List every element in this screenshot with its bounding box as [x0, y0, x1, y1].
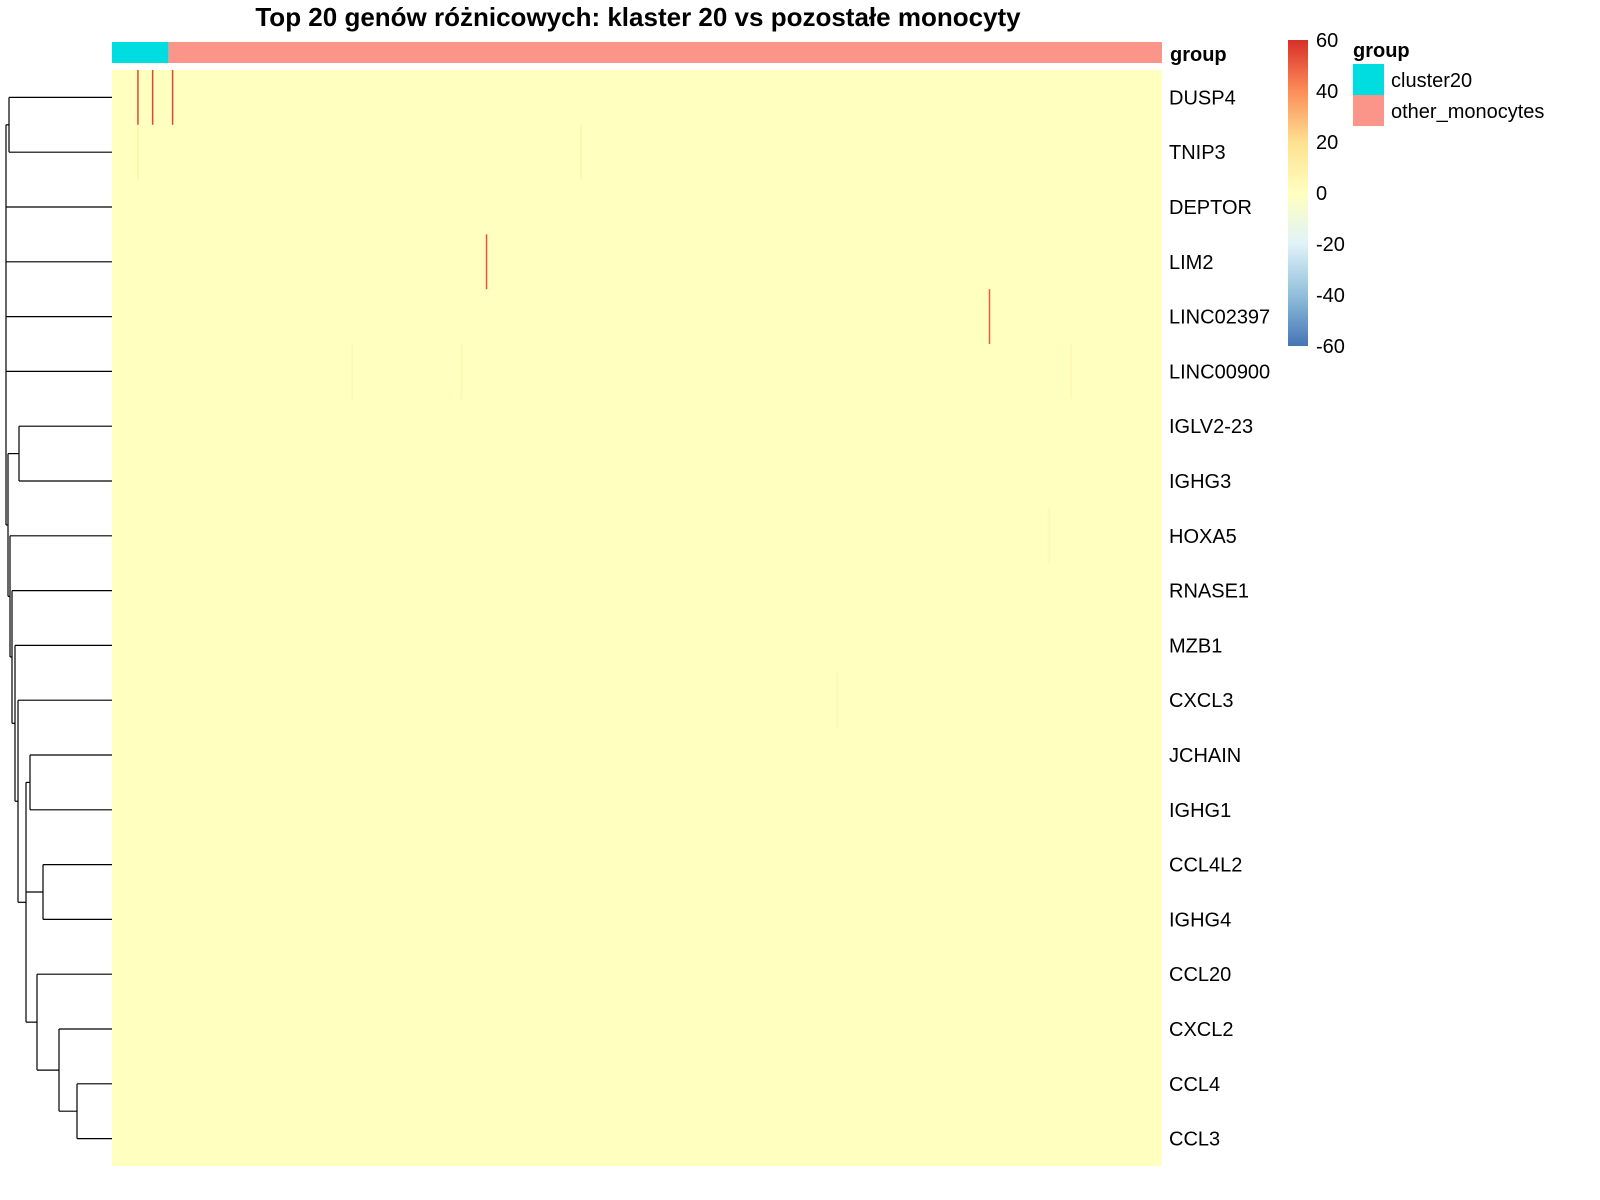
- group-legend-label-cluster20: cluster20: [1391, 70, 1472, 92]
- row-label-ighg1: IGHG1: [1169, 800, 1231, 822]
- group-legend-swatch-other_monocytes: [1353, 95, 1384, 126]
- chart-title: Top 20 genów różnicowych: klaster 20 vs …: [255, 2, 1021, 32]
- row-label-ccl3: CCL3: [1169, 1129, 1220, 1151]
- heatmap-cell-linc00900-9: [1070, 344, 1073, 399]
- annotation-segment-other_monocytes: [168, 42, 1162, 63]
- heatmap-body: [112, 70, 1162, 1166]
- heatmap-cell-linc02397-6: [988, 289, 991, 344]
- row-label-jchain: JCHAIN: [1169, 745, 1241, 767]
- color-scale-bar: [1288, 40, 1308, 346]
- row-label-ccl20: CCL20: [1169, 964, 1231, 986]
- row-label-ccl4l2: CCL4L2: [1169, 855, 1242, 877]
- color-scale-legend: 60 40 20 0 -20 -40 -60: [1288, 30, 1345, 358]
- group-annotation-bar: [112, 42, 1162, 63]
- group-legend-label-other_monocytes: other_monocytes: [1391, 101, 1544, 123]
- row-labels: DUSP4 TNIP3 DEPTOR LIM2 LINC02397 LINC00900 IG…: [1169, 87, 1270, 1150]
- heatmap-cell-lim2-5: [485, 234, 488, 290]
- heatmap-cell-tnip3-4: [580, 124, 582, 180]
- row-label-cxcl2: CXCL2: [1169, 1019, 1233, 1041]
- row-label-cxcl3: CXCL3: [1169, 690, 1233, 712]
- heatmap-background: [112, 70, 1162, 1166]
- row-label-linc00900: LINC00900: [1169, 361, 1270, 383]
- row-label-tnip3: TNIP3: [1169, 142, 1226, 164]
- row-label-iglv2-23: IGLV2-23: [1169, 416, 1253, 438]
- heatmap-cell-dusp4-1: [151, 70, 154, 125]
- heatmap-cell-dusp4-0: [137, 70, 139, 125]
- row-label-hoxa5: HOXA5: [1169, 526, 1237, 548]
- row-dendrogram: [5, 96, 112, 1140]
- heatmap-cell-cxcl3-11: [836, 672, 838, 728]
- row-label-ighg3: IGHG3: [1169, 471, 1231, 493]
- row-label-lim2: LIM2: [1169, 252, 1213, 274]
- row-label-deptor: DEPTOR: [1169, 197, 1252, 219]
- annotation-segment-cluster20: [112, 42, 169, 63]
- group-legend-title: group: [1353, 40, 1410, 62]
- color-scale-tick: 20: [1316, 132, 1338, 154]
- heatmap-cell-linc00900-8: [460, 344, 463, 399]
- row-label-mzb1: MZB1: [1169, 635, 1222, 657]
- row-label-ccl4: CCL4: [1169, 1074, 1220, 1096]
- color-scale-tick: -20: [1316, 234, 1345, 256]
- row-label-dusp4: DUSP4: [1169, 87, 1236, 109]
- heatmap-cell-hoxa5-10: [1048, 508, 1051, 564]
- row-label-ighg4: IGHG4: [1169, 909, 1231, 931]
- heatmap-cell-dusp4-2: [171, 70, 174, 125]
- annotation-name: group: [1170, 44, 1227, 66]
- heatmap-cell-linc00900-7: [351, 344, 353, 399]
- group-legend-swatch-cluster20: [1353, 64, 1384, 95]
- row-label-rnase1: RNASE1: [1169, 581, 1249, 603]
- color-scale-tick: 60: [1316, 30, 1338, 52]
- group-legend: group cluster20 other_monocytes: [1353, 40, 1544, 126]
- heatmap-cell-tnip3-3: [137, 124, 139, 180]
- row-label-linc02397: LINC02397: [1169, 307, 1270, 329]
- color-scale-tick: 0: [1316, 183, 1327, 205]
- color-scale-tick: -60: [1316, 336, 1345, 358]
- color-scale-tick: 40: [1316, 81, 1338, 103]
- color-scale-tick: -40: [1316, 285, 1345, 307]
